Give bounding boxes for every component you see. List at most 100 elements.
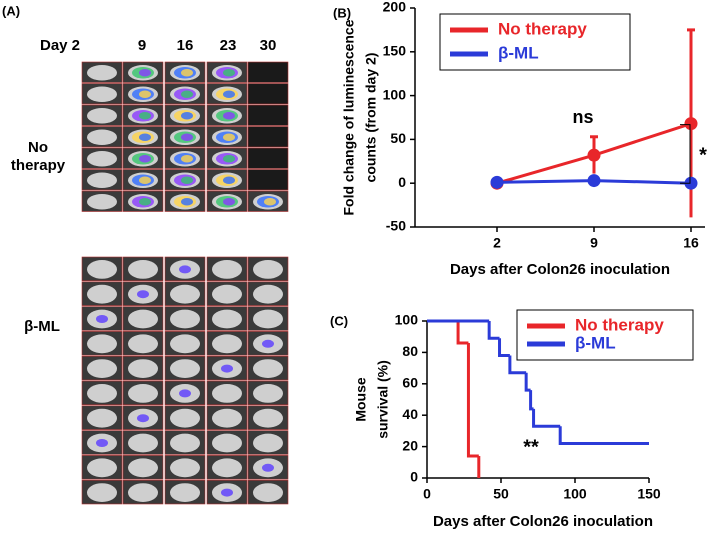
signal (223, 133, 235, 141)
legend-label: β-ML (498, 43, 539, 62)
mouse-body (170, 334, 200, 354)
legend-label: β-ML (575, 333, 616, 352)
x-tick-label: 16 (683, 235, 699, 251)
step-segment (498, 338, 510, 358)
signal (96, 315, 108, 323)
mouse-body (212, 260, 242, 279)
mouse-body (87, 151, 117, 167)
x-tick-label: 150 (637, 486, 661, 502)
x-tick-label: 9 (590, 235, 598, 251)
signal (262, 463, 274, 472)
y-tick-label: 50 (390, 130, 406, 146)
group-label: No (28, 139, 48, 156)
signal (223, 90, 235, 98)
step-segment (456, 321, 469, 345)
signal (181, 155, 193, 163)
signal (264, 198, 276, 206)
step-segment (558, 426, 649, 445)
mouse-body (170, 483, 200, 502)
signal (139, 198, 151, 206)
step-segment (529, 390, 534, 411)
mouse-body (87, 408, 117, 428)
mouse-body (253, 260, 283, 279)
day-label: 16 (177, 37, 194, 54)
y-tick-label: 60 (402, 375, 418, 391)
x-tick-label: 100 (563, 486, 587, 502)
mouse-body (128, 458, 158, 478)
mouse-body (87, 260, 117, 279)
mouse-body (87, 359, 117, 378)
y-tick-label: -50 (386, 218, 406, 234)
signal (139, 155, 151, 163)
mouse-body (170, 359, 200, 378)
mouse-body (87, 284, 117, 304)
point (684, 117, 698, 131)
signal (137, 290, 149, 299)
signal (181, 176, 193, 184)
y-tick-label: 40 (402, 406, 418, 422)
y-tick-label: 100 (395, 312, 419, 328)
point (490, 175, 504, 189)
legend-label: No therapy (498, 19, 587, 38)
x-tick-label: 0 (423, 486, 431, 502)
mouse-body (170, 433, 200, 453)
signal (139, 112, 151, 120)
y-tick-label: 20 (402, 437, 418, 453)
mouse-body (253, 309, 283, 329)
group-label: β-ML (24, 318, 60, 335)
group-label: therapy (11, 157, 66, 174)
mouse-body (170, 458, 200, 478)
day-label: Day 2 (40, 37, 80, 54)
annotation: ns (572, 107, 593, 127)
signal (139, 90, 151, 98)
signal (181, 112, 193, 120)
step-segment (508, 355, 527, 375)
step-segment (524, 372, 531, 392)
point (587, 174, 601, 188)
y-tick-label: 0 (398, 174, 406, 190)
y-axis-label: Fold change of luminescence (341, 19, 357, 215)
mouse-body (128, 359, 158, 378)
mouse-image (247, 61, 289, 83)
mouse-body (87, 458, 117, 478)
annotation: ** (523, 436, 539, 458)
y-axis-label: survival (%) (375, 360, 391, 439)
mouse-body (170, 408, 200, 428)
mouse-body (87, 194, 117, 210)
mouse-body (87, 172, 117, 188)
x-tick-label: 50 (493, 486, 509, 502)
y-tick-label: 80 (402, 343, 418, 359)
signal (262, 339, 274, 348)
mouse-body (87, 65, 117, 81)
mouse-image (247, 147, 289, 169)
legend-box (516, 309, 694, 361)
mouse-body (87, 334, 117, 354)
signal (223, 176, 235, 184)
annotation: * (699, 144, 707, 166)
signal (181, 198, 193, 206)
day-label: 9 (138, 37, 146, 54)
mouse-body (212, 384, 242, 403)
point (587, 148, 601, 162)
signal (179, 265, 191, 274)
signal (139, 69, 151, 77)
signal (223, 155, 235, 163)
mouse-body (87, 108, 117, 124)
panel-label: (A) (2, 3, 20, 18)
signal (139, 176, 151, 184)
signal (221, 364, 233, 373)
mouse-body (87, 86, 117, 102)
signal (179, 389, 191, 398)
signal (223, 69, 235, 77)
panel-label: (B) (333, 5, 351, 20)
mouse-image (247, 126, 289, 148)
x-axis-label: Days after Colon26 inoculation (433, 513, 653, 530)
y-tick-label: 100 (383, 86, 407, 102)
mouse-body (170, 284, 200, 304)
step-segment (466, 342, 479, 458)
signal (223, 198, 235, 206)
signal (181, 133, 193, 141)
legend-box (439, 13, 631, 71)
